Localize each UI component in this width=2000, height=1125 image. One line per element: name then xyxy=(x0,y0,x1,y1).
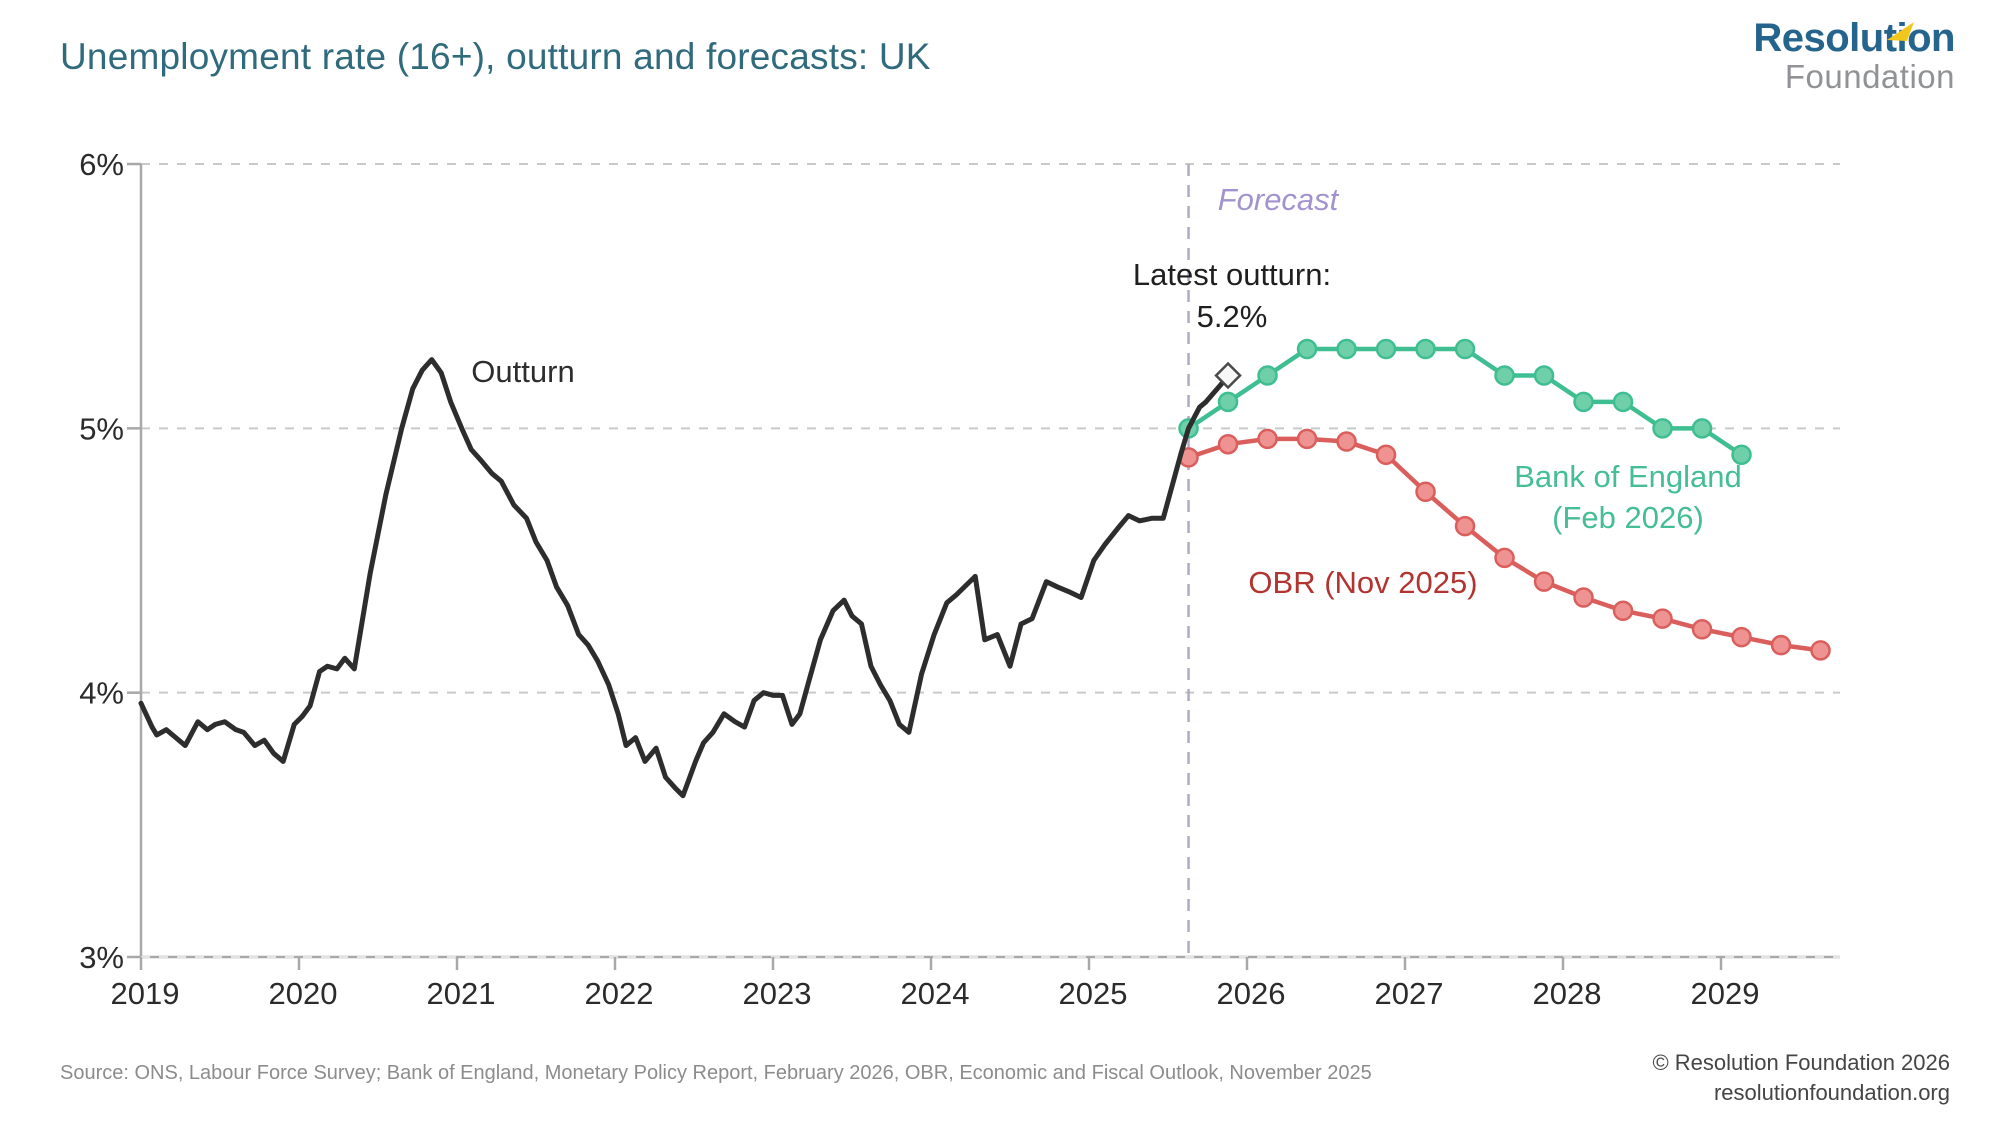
y-tick-label: 3% xyxy=(79,940,124,975)
y-axis-tick-labels: 3% 4% 5% 6% xyxy=(79,147,124,975)
x-tick-label: 2021 xyxy=(427,976,496,1011)
x-tick-label: 2024 xyxy=(901,976,970,1011)
boe-data-point xyxy=(1533,365,1555,386)
resolution-foundation-logo: Resolution Foundation xyxy=(1753,18,1955,93)
boe-data-point xyxy=(1296,338,1318,360)
x-axis-tick-labels: 2019 2020 2021 2022 2023 2024 2025 2026 2027 2028… xyxy=(111,976,1760,1011)
x-tick-label: 2025 xyxy=(1059,976,1128,1011)
obr-data-point xyxy=(1652,608,1673,629)
obr-data-point xyxy=(1573,587,1594,608)
obr-data-point xyxy=(1533,571,1555,592)
logo-text-resolution: Resolution xyxy=(1753,16,1955,60)
x-tick-label: 2020 xyxy=(269,976,338,1011)
x-tick-label: 2028 xyxy=(1533,976,1602,1011)
copyright-text: © Resolution Foundation 2026 xyxy=(1652,1050,1950,1075)
boe-data-point xyxy=(1494,365,1515,386)
logo-accent-icon xyxy=(1887,22,1914,41)
obr-data-point xyxy=(1612,600,1634,621)
boe-data-point xyxy=(1375,338,1397,360)
boe-series-label-line2: (Feb 2026) xyxy=(1552,500,1704,535)
boe-data-point xyxy=(1217,391,1239,413)
obr-data-point xyxy=(1770,634,1792,656)
obr-data-point xyxy=(1454,515,1476,537)
page-title: Unemployment rate (16+), outturn and for… xyxy=(60,36,931,77)
x-tick-label: 2019 xyxy=(111,976,180,1011)
boe-data-point xyxy=(1731,444,1752,466)
y-tick-label: 4% xyxy=(79,676,124,711)
x-tick-label: 2026 xyxy=(1217,976,1286,1011)
outturn-series-label: Outturn xyxy=(471,354,574,389)
website-text: resolutionfoundation.org xyxy=(1713,1079,1950,1105)
x-tick-label: 2022 xyxy=(585,976,654,1011)
forecast-region-label: Forecast xyxy=(1218,182,1340,217)
obr-data-point xyxy=(1217,433,1239,455)
boe-data-point xyxy=(1573,391,1594,413)
boe-data-point xyxy=(1652,418,1673,439)
series-obr-forecast xyxy=(1178,428,1831,661)
y-tick-label: 5% xyxy=(79,411,124,446)
boe-data-point xyxy=(1454,338,1476,360)
footer-attribution: © Resolution Foundation 2026 resolutionf… xyxy=(1652,1048,1950,1107)
obr-data-point xyxy=(1691,618,1713,640)
outturn-line xyxy=(138,357,1229,799)
axes xyxy=(127,162,1840,970)
boe-series-label-line1: Bank of England xyxy=(1514,459,1742,494)
series-outturn xyxy=(138,357,1229,799)
x-tick-label: 2027 xyxy=(1375,976,1444,1011)
obr-series-label: OBR (Nov 2025) xyxy=(1248,565,1477,600)
obr-data-point xyxy=(1296,428,1318,450)
obr-data-point xyxy=(1415,481,1436,503)
boe-data-point xyxy=(1415,338,1436,360)
source-note: Source: ONS, Labour Force Survey; Bank o… xyxy=(60,1062,1372,1084)
obr-data-point xyxy=(1336,431,1357,452)
latest-outturn-label-line2: 5.2% xyxy=(1197,299,1268,334)
y-tick-label: 6% xyxy=(79,147,124,182)
x-tick-label: 2029 xyxy=(1691,976,1760,1011)
boe-data-point xyxy=(1612,391,1634,413)
boe-data-point xyxy=(1257,365,1278,386)
obr-data-point xyxy=(1375,444,1397,466)
obr-data-point xyxy=(1494,547,1515,569)
boe-data-point xyxy=(1691,418,1713,439)
latest-outturn-label-line1: Latest outturn: xyxy=(1133,257,1331,292)
open-diamond-marker xyxy=(1214,361,1242,390)
boe-data-point xyxy=(1336,338,1357,360)
latest-outturn-marker xyxy=(1214,361,1242,390)
logo-text-foundation: Foundation xyxy=(1784,58,1955,95)
x-tick-label: 2023 xyxy=(743,976,812,1011)
gridlines xyxy=(141,163,1840,958)
obr-data-point xyxy=(1810,640,1831,661)
obr-data-point xyxy=(1257,428,1278,450)
obr-data-point xyxy=(1731,626,1752,648)
